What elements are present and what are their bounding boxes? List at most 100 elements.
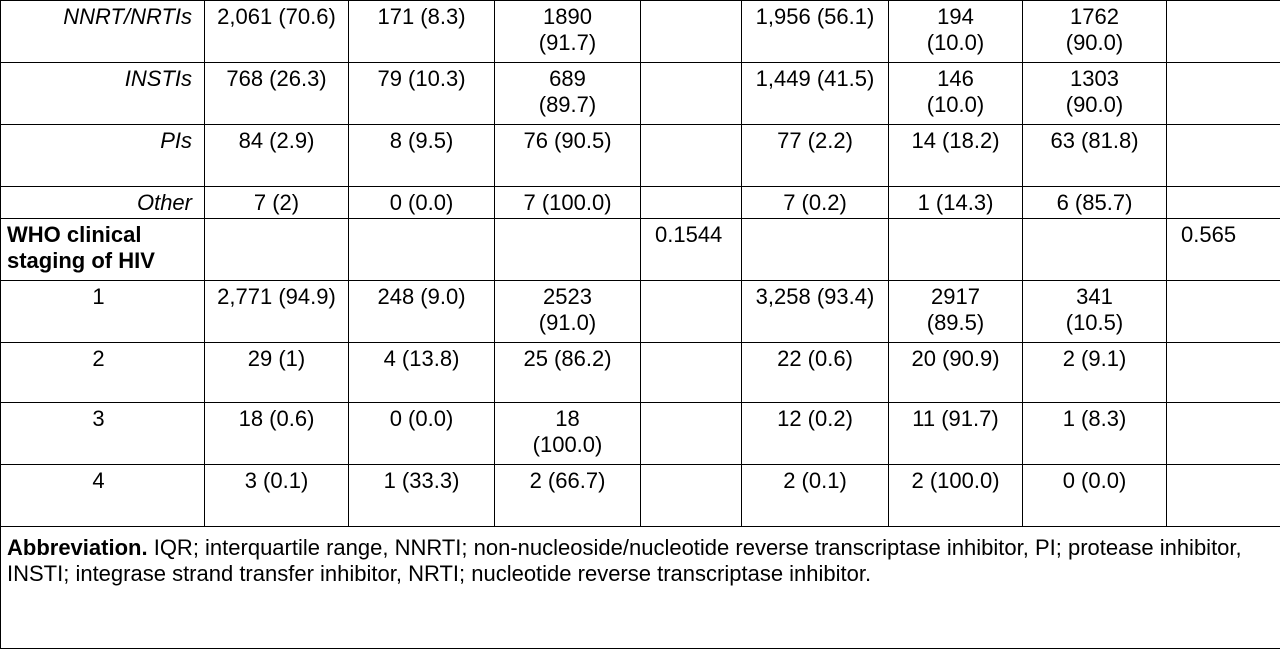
table-cell — [1166, 342, 1280, 403]
cell-text: 146 (10.0) — [926, 66, 985, 117]
cell-text: 341 (10.5) — [1065, 284, 1124, 335]
table-row: 4 3 (0.1) 1 (33.3) 2 (66.7) 2 (0.1) 2 (100.0)… — [0, 464, 1280, 527]
table-cell — [640, 342, 742, 403]
table-cell — [1166, 0, 1280, 63]
table-cell: 63 (81.8) — [1022, 124, 1167, 187]
cell-text: 18 (100.0) — [532, 406, 603, 457]
cell-text: 768 (26.3) — [226, 66, 327, 91]
cell-text: 8 (9.5) — [389, 128, 454, 153]
cell-text: 63 (81.8) — [1050, 128, 1139, 153]
table-cell: 0.565 — [1166, 218, 1280, 281]
table-row: INSTIs 768 (26.3) 79 (10.3) 689 (89.7) 1,449… — [0, 62, 1280, 125]
cell-text: 18 (0.6) — [238, 406, 315, 431]
table-cell — [640, 464, 742, 527]
table-cell: 1303 (90.0) — [1022, 62, 1167, 125]
cell-text: 0 (0.0) — [389, 406, 454, 431]
footnote: Abbreviation. IQR; interquartile range, … — [0, 526, 1280, 649]
table-cell: 77 (2.2) — [741, 124, 889, 187]
table-cell: 0 (0.0) — [348, 186, 495, 219]
table-cell: 0 (0.0) — [348, 402, 495, 465]
cell-text: 1890 (91.7) — [538, 4, 597, 55]
cell-text: 77 (2.2) — [777, 128, 853, 153]
cell-text: 1,956 (56.1) — [755, 4, 875, 29]
table-cell — [494, 218, 641, 281]
table-cell: 4 (13.8) — [348, 342, 495, 403]
table-cell: 0 (0.0) — [1022, 464, 1167, 527]
table-cell: 1,449 (41.5) — [741, 62, 889, 125]
table-row: Other 7 (2) 0 (0.0) 7 (100.0) 7 (0.2) 1 (14.3… — [0, 186, 1280, 219]
table-cell — [1166, 402, 1280, 465]
table-cell: 3 (0.1) — [204, 464, 349, 527]
cell-text: 1 (8.3) — [1062, 406, 1127, 431]
cell-text: 2,061 (70.6) — [217, 4, 336, 29]
table-cell: 14 (18.2) — [888, 124, 1023, 187]
row-label: PIs — [0, 124, 205, 187]
row-label: WHO clinical staging of HIV — [0, 218, 205, 281]
table-cell: 1 (14.3) — [888, 186, 1023, 219]
table-cell: 2 (9.1) — [1022, 342, 1167, 403]
table-cell: 1890 (91.7) — [494, 0, 641, 63]
cell-text: 2523 (91.0) — [538, 284, 597, 335]
cell-text: 1 (33.3) — [383, 468, 460, 493]
table-cell: 2 (66.7) — [494, 464, 641, 527]
cell-text: 2917 (89.5) — [926, 284, 985, 335]
table-cell: 689 (89.7) — [494, 62, 641, 125]
table-row: WHO clinical staging of HIV 0.1544 0.565 — [0, 218, 1280, 281]
cell-text: 7 (2) — [253, 190, 300, 215]
row-label: 4 — [0, 464, 205, 527]
cell-text: 7 (0.2) — [783, 190, 847, 215]
table-cell: 1 (33.3) — [348, 464, 495, 527]
table-cell — [640, 186, 742, 219]
cell-text: 12 (0.2) — [777, 406, 853, 431]
table-cell: 2,771 (94.9) — [204, 280, 349, 343]
row-label: Other — [0, 186, 205, 219]
table-cell — [640, 280, 742, 343]
footnote-label: Abbreviation. — [7, 535, 148, 560]
cell-text: 194 (10.0) — [926, 4, 985, 55]
cell-text: 2 (0.1) — [783, 468, 847, 493]
cell-text: 1762 (90.0) — [1065, 4, 1124, 55]
table-cell — [640, 124, 742, 187]
table-cell: 29 (1) — [204, 342, 349, 403]
table-cell: 22 (0.6) — [741, 342, 889, 403]
table-cell: 2 (100.0) — [888, 464, 1023, 527]
cell-text: 25 (86.2) — [523, 346, 612, 371]
table-cell: 25 (86.2) — [494, 342, 641, 403]
table-cell: 7 (0.2) — [741, 186, 889, 219]
cell-text: 1303 (90.0) — [1065, 66, 1124, 117]
cell-text: 1 (14.3) — [917, 190, 994, 215]
table-cell: 2917 (89.5) — [888, 280, 1023, 343]
cell-text: 6 (85.7) — [1056, 190, 1133, 215]
cell-text: 171 (8.3) — [377, 4, 466, 29]
cell-text: 4 (13.8) — [383, 346, 460, 371]
cell-text: 2 (66.7) — [529, 468, 606, 493]
row-label: 3 — [0, 402, 205, 465]
table-cell: 3,258 (93.4) — [741, 280, 889, 343]
table-row: 3 18 (0.6) 0 (0.0) 18 (100.0) 12 (0.2) 11 (91… — [0, 402, 1280, 465]
table-cell: 76 (90.5) — [494, 124, 641, 187]
cell-text: 20 (90.9) — [911, 346, 1000, 371]
cell-text: 76 (90.5) — [523, 128, 612, 153]
table-cell: 171 (8.3) — [348, 0, 495, 63]
cell-text: 2 (9.1) — [1062, 346, 1127, 371]
table-cell: 146 (10.0) — [888, 62, 1023, 125]
cell-text: 3,258 (93.4) — [755, 284, 875, 309]
table-cell: 11 (91.7) — [888, 402, 1023, 465]
table-cell — [1166, 464, 1280, 527]
cell-text: 0 (0.0) — [389, 190, 454, 215]
table-row: 1 2,771 (94.9) 248 (9.0) 2523 (91.0) 3,258 (… — [0, 280, 1280, 343]
table-row: NNRT/NRTIs 2,061 (70.6) 171 (8.3) 1890 (91.… — [0, 0, 1280, 63]
table-cell — [640, 402, 742, 465]
table-cell — [1166, 62, 1280, 125]
cell-text: 3 (0.1) — [244, 468, 309, 493]
table-cell — [1022, 218, 1167, 281]
table-cell: 2523 (91.0) — [494, 280, 641, 343]
table-row: PIs 84 (2.9) 8 (9.5) 76 (90.5) 77 (2.2) 14 (1… — [0, 124, 1280, 187]
cell-text: 248 (9.0) — [377, 284, 466, 309]
table-cell: 8 (9.5) — [348, 124, 495, 187]
footnote-text: IQR; interquartile range, NNRTI; non-nuc… — [7, 535, 1242, 586]
row-label: 2 — [0, 342, 205, 403]
table-cell: 6 (85.7) — [1022, 186, 1167, 219]
row-label: INSTIs — [0, 62, 205, 125]
